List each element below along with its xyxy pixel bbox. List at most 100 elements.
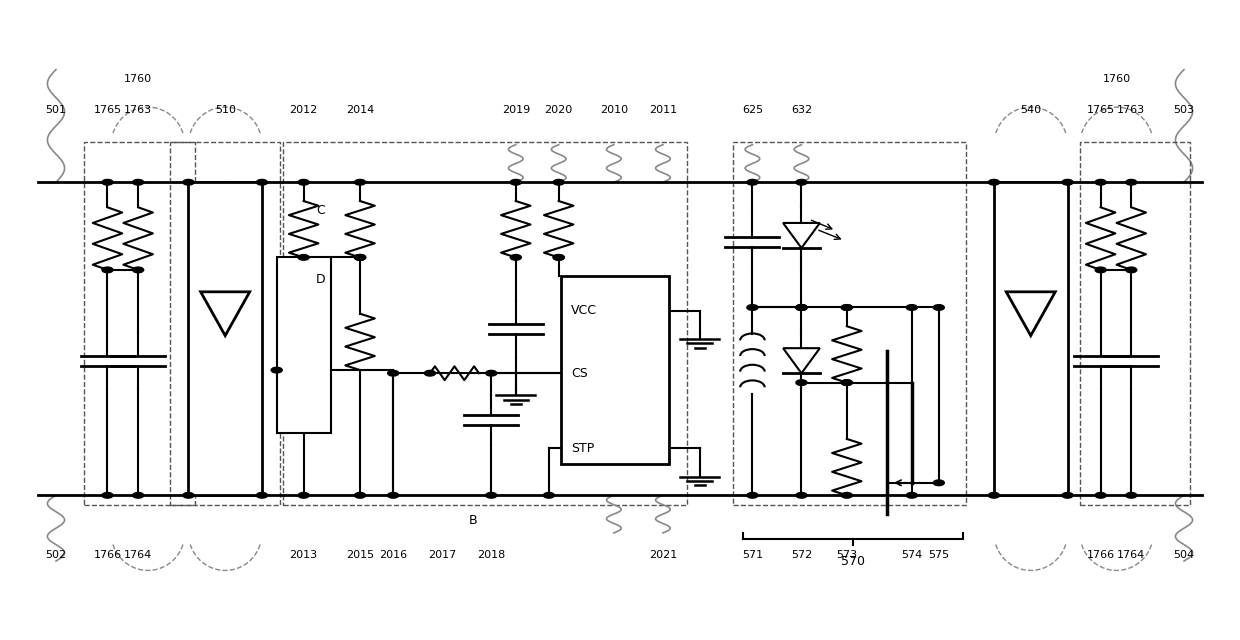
Circle shape xyxy=(298,255,309,260)
Circle shape xyxy=(906,493,918,498)
Circle shape xyxy=(486,371,497,376)
Circle shape xyxy=(486,493,497,498)
Circle shape xyxy=(388,371,399,376)
Circle shape xyxy=(746,493,758,498)
Circle shape xyxy=(1126,493,1137,498)
Circle shape xyxy=(988,493,999,498)
Bar xyxy=(994,182,1068,495)
Circle shape xyxy=(1126,179,1137,185)
Text: 575: 575 xyxy=(929,550,950,560)
Text: CS: CS xyxy=(570,367,588,380)
Text: 570: 570 xyxy=(841,554,866,568)
Bar xyxy=(170,141,280,505)
Circle shape xyxy=(424,371,435,376)
Circle shape xyxy=(553,255,564,260)
Text: 2021: 2021 xyxy=(649,550,677,560)
Text: 2020: 2020 xyxy=(544,105,573,115)
Circle shape xyxy=(1095,179,1106,185)
Text: 1766: 1766 xyxy=(93,550,122,560)
Circle shape xyxy=(182,179,193,185)
Text: 501: 501 xyxy=(46,105,67,115)
Text: 1760: 1760 xyxy=(1102,74,1131,84)
Text: 2019: 2019 xyxy=(502,105,529,115)
Text: 504: 504 xyxy=(1173,550,1194,560)
Text: 1763: 1763 xyxy=(1117,105,1146,115)
Text: 574: 574 xyxy=(901,550,923,560)
Circle shape xyxy=(182,493,193,498)
Circle shape xyxy=(257,493,268,498)
Text: 540: 540 xyxy=(1021,105,1042,115)
Circle shape xyxy=(133,267,144,273)
Text: 625: 625 xyxy=(742,105,763,115)
Circle shape xyxy=(934,305,945,310)
Circle shape xyxy=(553,255,564,260)
Text: 2011: 2011 xyxy=(649,105,677,115)
Text: 2015: 2015 xyxy=(346,550,374,560)
Circle shape xyxy=(988,179,999,185)
Text: 2017: 2017 xyxy=(428,550,456,560)
Circle shape xyxy=(102,493,113,498)
Circle shape xyxy=(796,305,807,310)
Text: D: D xyxy=(316,273,326,286)
Circle shape xyxy=(796,380,807,385)
Text: 502: 502 xyxy=(46,550,67,560)
Text: 573: 573 xyxy=(836,550,857,560)
Circle shape xyxy=(796,305,807,310)
Circle shape xyxy=(355,255,366,260)
Circle shape xyxy=(298,179,309,185)
Bar xyxy=(277,257,331,433)
Text: 632: 632 xyxy=(791,105,812,115)
Circle shape xyxy=(841,380,852,385)
Text: 2014: 2014 xyxy=(346,105,374,115)
Text: 571: 571 xyxy=(742,550,763,560)
Circle shape xyxy=(841,493,852,498)
Text: 1763: 1763 xyxy=(124,105,153,115)
Text: 2010: 2010 xyxy=(600,105,627,115)
Circle shape xyxy=(511,179,521,185)
Circle shape xyxy=(796,493,807,498)
Circle shape xyxy=(543,493,554,498)
Circle shape xyxy=(1061,179,1073,185)
Circle shape xyxy=(553,179,564,185)
Circle shape xyxy=(272,367,283,373)
Text: VCC: VCC xyxy=(570,304,596,317)
Circle shape xyxy=(1061,493,1073,498)
Circle shape xyxy=(841,380,852,385)
Circle shape xyxy=(133,493,144,498)
Text: 503: 503 xyxy=(1173,105,1194,115)
Bar xyxy=(1080,141,1190,505)
Circle shape xyxy=(1095,493,1106,498)
Text: 1764: 1764 xyxy=(124,550,153,560)
Circle shape xyxy=(355,179,366,185)
Text: 2012: 2012 xyxy=(289,105,317,115)
Circle shape xyxy=(934,480,945,486)
Circle shape xyxy=(102,179,113,185)
Text: B: B xyxy=(469,514,477,527)
Circle shape xyxy=(841,305,852,310)
Circle shape xyxy=(746,305,758,310)
Bar xyxy=(283,141,687,505)
Text: 1765: 1765 xyxy=(93,105,122,115)
Text: 1765: 1765 xyxy=(1086,105,1115,115)
Text: 1760: 1760 xyxy=(124,74,153,84)
Bar xyxy=(84,141,195,505)
Text: 1764: 1764 xyxy=(1117,550,1146,560)
Circle shape xyxy=(841,305,852,310)
Circle shape xyxy=(133,179,144,185)
Circle shape xyxy=(906,305,918,310)
Bar xyxy=(562,276,670,464)
Circle shape xyxy=(796,179,807,185)
Circle shape xyxy=(355,255,366,260)
Circle shape xyxy=(511,255,521,260)
Circle shape xyxy=(796,305,807,310)
Circle shape xyxy=(355,493,366,498)
Text: C: C xyxy=(316,204,325,217)
Bar xyxy=(188,182,262,495)
Text: 1766: 1766 xyxy=(1086,550,1115,560)
Circle shape xyxy=(1126,267,1137,273)
Circle shape xyxy=(102,267,113,273)
Text: 2013: 2013 xyxy=(290,550,317,560)
Circle shape xyxy=(257,179,268,185)
Text: 2016: 2016 xyxy=(379,550,407,560)
Circle shape xyxy=(355,255,366,260)
